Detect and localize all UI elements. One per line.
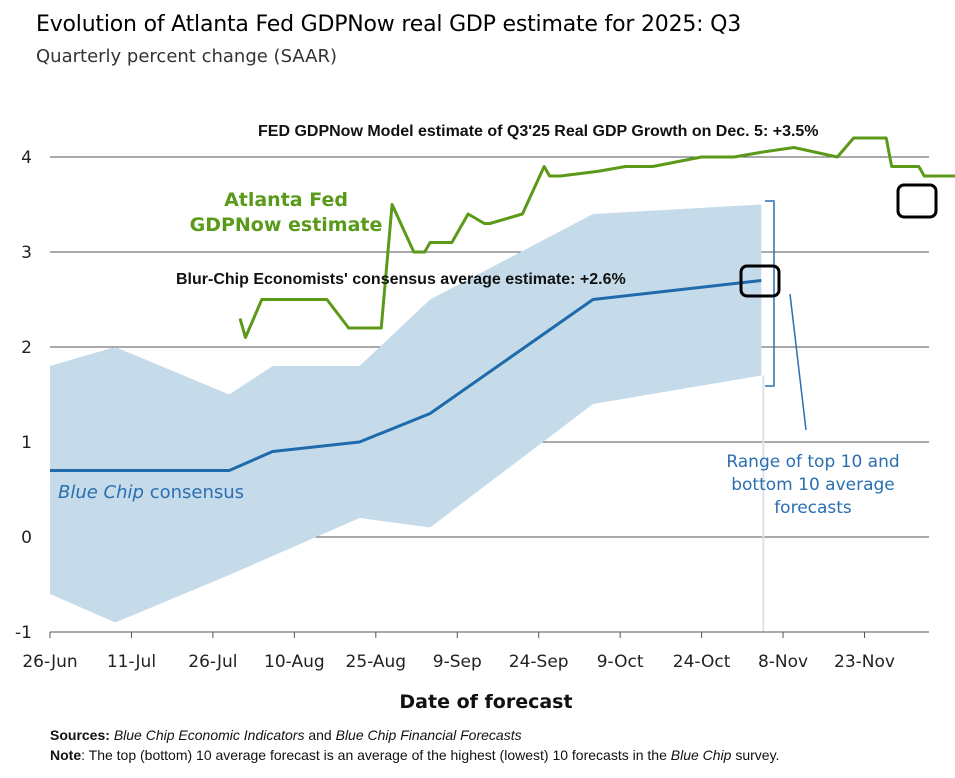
x-axis-label: Date of forecast [399, 691, 572, 713]
x-tick-label: 26-Jul [188, 652, 237, 672]
footer-note: Note: The top (bottom) 10 average foreca… [50, 747, 779, 763]
bluechip-italic: Blue Chip [58, 482, 144, 503]
x-tick-label: 11-Jul [107, 652, 156, 672]
gdpnow-line [238, 136, 955, 339]
bluechip-line [50, 279, 762, 472]
note-text-1: : The top (bottom) 10 average forecast i… [81, 747, 671, 763]
y-tick-1: 1 [21, 433, 32, 453]
x-tick-label: 25-Aug [346, 652, 407, 672]
gdpnow-series-label-line2: GDPNow estimate [190, 214, 383, 236]
gdpnow-model-annotation: FED GDPNow Model estimate of Q3'25 Real … [258, 123, 819, 140]
bluechip-rest: consensus [144, 482, 244, 503]
range-band-area [50, 204, 762, 623]
x-tick-label: 23-Nov [834, 652, 895, 672]
chart-title: Evolution of Atlanta Fed GDPNow real GDP… [36, 12, 742, 37]
x-tick-label: 9-Sep [433, 652, 482, 672]
consensus-annotation: Blur-Chip Economists' consensus average … [176, 271, 626, 288]
series-lines [50, 136, 955, 472]
sources-text-2: Blue Chip Financial Forecasts [335, 727, 522, 743]
y-tick-3: 3 [21, 243, 32, 263]
x-tick-label: 9-Oct [597, 652, 644, 672]
note-text-3: survey. [731, 747, 780, 763]
consensus-highlight-box [739, 264, 781, 298]
bluechip-series-label: Blue Chip consensus [58, 482, 244, 503]
y-tick-labels: -1 0 1 2 3 4 [15, 148, 32, 643]
y-tick-4: 4 [21, 148, 32, 168]
range-label-line2: bottom 10 average [731, 475, 895, 495]
note-text-2: Blue Chip [670, 747, 732, 763]
chart-subtitle: Quarterly percent change (SAAR) [36, 46, 337, 67]
x-tick-label: 10-Aug [264, 652, 325, 672]
x-tick-label: 26-Jun [22, 652, 77, 672]
range-label-line3: forecasts [774, 498, 852, 518]
gdpnow-series-label-line1: Atlanta Fed [224, 189, 348, 211]
axes [49, 631, 929, 638]
x-tick-label: 24-Sep [509, 652, 569, 672]
y-tick-0: 0 [21, 528, 32, 548]
range-pointer-line [789, 293, 807, 431]
sources-and: and [304, 727, 336, 743]
x-tick-labels: 26-Jun 11-Jul 26-Jul 10-Aug 25-Aug 9-Sep 24-Se… [22, 652, 895, 672]
range-label-line1: Range of top 10 and [726, 452, 899, 472]
range-bracket [765, 200, 775, 387]
footer-sources: Sources: Blue Chip Economic Indicators a… [50, 727, 522, 743]
note-label: Note [50, 747, 82, 763]
y-tick-2: 2 [21, 338, 32, 358]
gdpnow-highlight-box [896, 183, 938, 219]
y-tick--1: -1 [15, 623, 32, 643]
sources-label: Sources: [50, 727, 110, 743]
sources-text-1: Blue Chip Economic Indicators [113, 727, 305, 743]
x-tick-label: 8-Nov [758, 652, 808, 672]
x-tick-label: 24-Oct [673, 652, 731, 672]
forecast-range-band [50, 204, 762, 623]
